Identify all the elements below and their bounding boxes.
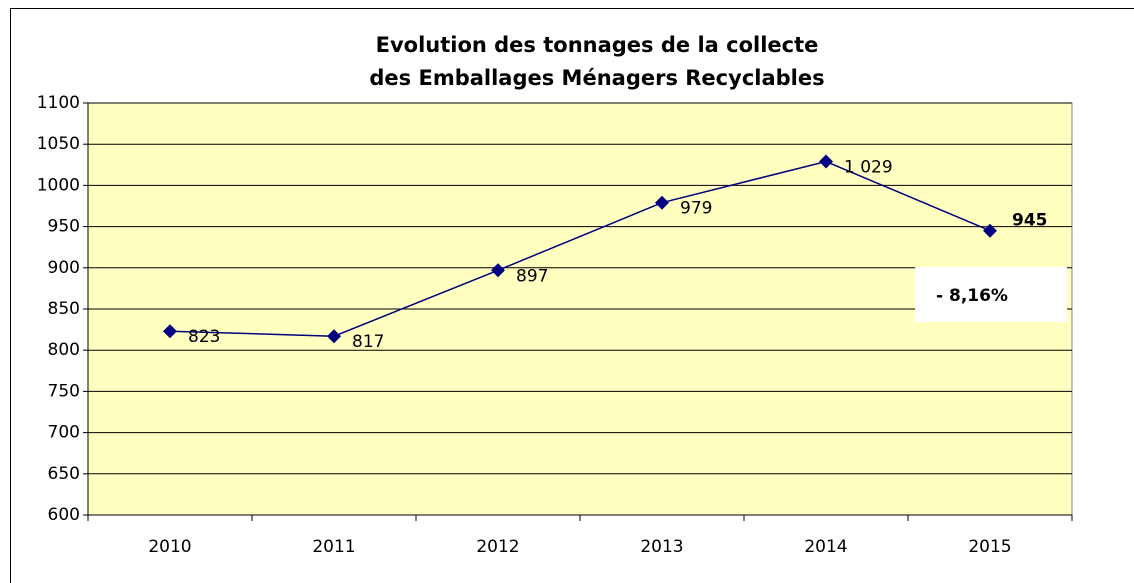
data-label: 817 <box>352 332 384 352</box>
marker <box>819 154 833 169</box>
data-label: 945 <box>1012 211 1048 231</box>
data-label: 1 029 <box>844 158 893 178</box>
marker <box>163 324 177 339</box>
y-tick-label: 1100 <box>37 93 80 113</box>
y-tick-label: 650 <box>48 464 80 484</box>
line <box>169 160 991 337</box>
y-tick-label: 950 <box>48 217 80 237</box>
y-tick-label: 850 <box>48 299 80 319</box>
marker <box>983 223 997 238</box>
y-tick-label: 700 <box>48 423 80 443</box>
annotation-box <box>915 267 1067 322</box>
chart-title: Evolution des tonnages de la collecte <box>376 33 819 57</box>
x-tick-label: 2014 <box>804 537 847 557</box>
data-label: 979 <box>680 199 712 219</box>
marker <box>327 329 341 344</box>
y-tick-label: 900 <box>48 258 80 278</box>
data-label: 823 <box>188 327 220 347</box>
annotation: - 8,16% <box>936 286 1008 306</box>
y-tick-label: 600 <box>48 505 80 525</box>
y-tick-label: 800 <box>48 340 80 360</box>
data-label: 897 <box>516 266 548 286</box>
chart-title: des Emballages Ménagers Recyclables <box>369 66 824 90</box>
marker <box>655 195 669 210</box>
y-tick-label: 1000 <box>37 175 80 195</box>
x-tick-label: 2013 <box>640 537 683 557</box>
x-tick-label: 2015 <box>968 537 1011 557</box>
x-tick-label: 2012 <box>476 537 519 557</box>
x-tick-label: 2010 <box>148 537 191 557</box>
y-tick-label: 750 <box>48 381 80 401</box>
y-tick-label: 1050 <box>37 134 80 154</box>
marker <box>491 263 505 278</box>
x-tick-label: 2011 <box>312 537 355 557</box>
